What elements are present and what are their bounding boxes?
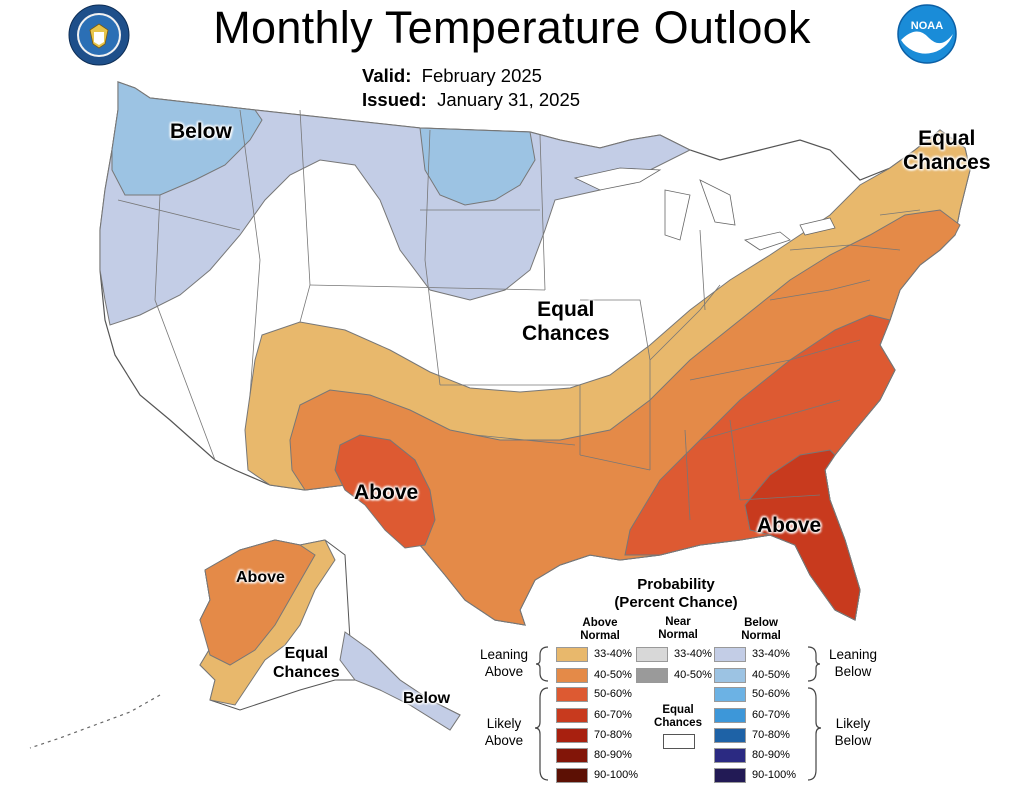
- legend-above-swatch-2: [556, 687, 588, 702]
- legend-leaning-below: Leaning Below: [822, 646, 884, 680]
- label-above-tx: Above: [354, 481, 419, 504]
- noaa-logo-icon: NOAA: [897, 4, 957, 64]
- legend-title-line2: (Percent Chance): [614, 594, 738, 611]
- label-above-se: Above: [757, 514, 822, 537]
- label-equal-center: Equal Chances: [522, 298, 610, 346]
- label-ak-equal-line2: Chances: [273, 664, 340, 681]
- legend-equal-line2: Chances: [654, 717, 702, 729]
- legend-leaning-above: Leaning Above: [475, 646, 533, 680]
- legend-below-swatch-3: [714, 708, 746, 723]
- legend-above-swatch-4: [556, 728, 588, 743]
- legend-col-near-line1: Near: [665, 616, 691, 628]
- legend-below-label-0: 33-40%: [752, 648, 790, 660]
- legend-leaning-above-line1: Leaning: [479, 647, 529, 662]
- legend-below-label-4: 70-80%: [752, 729, 790, 741]
- label-equal-ne-line2: Chances: [903, 151, 991, 174]
- label-ak-equal-line1: Equal: [284, 645, 329, 662]
- legend-col-near: Near Normal: [650, 616, 706, 642]
- label-equal-center-line1: Equal: [537, 298, 595, 321]
- legend-col-above-line2: Normal: [580, 630, 620, 642]
- legend-likely-above-line1: Likely: [486, 716, 522, 731]
- legend-below-label-1: 40-50%: [752, 669, 790, 681]
- valid-value: February 2025: [421, 65, 542, 86]
- label-equal-center-line2: Chances: [522, 322, 610, 345]
- legend-below-label-5: 80-90%: [752, 749, 790, 761]
- legend-below-swatch-1: [714, 668, 746, 683]
- label-ak-equal: Equal Chances: [273, 644, 340, 682]
- legend-col-below-line2: Normal: [741, 630, 781, 642]
- legend-above-label-5: 80-90%: [594, 749, 632, 761]
- legend-near-swatch-0: [636, 647, 668, 662]
- legend-likely-above: Likely Above: [477, 715, 531, 749]
- legend-above-label-4: 70-80%: [594, 729, 632, 741]
- legend-leaning-below-line2: Below: [834, 664, 872, 679]
- legend-above-label-6: 90-100%: [594, 769, 639, 781]
- label-ak-above: Above: [236, 569, 285, 586]
- legend-near-label-1: 40-50%: [674, 669, 712, 681]
- label-equal-ne-line1: Equal: [918, 127, 976, 150]
- commerce-seal-icon: [68, 4, 130, 66]
- issued-label: Issued:: [362, 89, 427, 110]
- legend-above-swatch-5: [556, 748, 588, 763]
- below-40-50-nw: [111, 81, 263, 196]
- above-60-70-se: [744, 449, 861, 621]
- legend-leaning-above-line2: Above: [484, 664, 524, 679]
- issued-value: January 31, 2025: [437, 89, 581, 110]
- legend-col-above: Above Normal: [572, 617, 628, 643]
- legend-equal-line1: Equal: [662, 704, 694, 716]
- legend-title: Probability (Percent Chance): [596, 576, 756, 612]
- legend-col-below-line1: Below: [744, 617, 778, 629]
- legend-below-swatch-0: [714, 647, 746, 662]
- label-ak-below: Below: [403, 690, 451, 707]
- legend-below-swatch-2: [714, 687, 746, 702]
- legend-below-label-6: 90-100%: [752, 769, 797, 781]
- great-lakes: [573, 167, 836, 251]
- legend-col-above-line1: Above: [582, 617, 618, 629]
- legend-likely-below-line2: Below: [834, 733, 872, 748]
- legend-below-swatch-4: [714, 728, 746, 743]
- below-40-50-plains: [419, 127, 536, 206]
- noaa-logo-text: NOAA: [911, 20, 943, 32]
- legend-below-label-3: 60-70%: [752, 709, 790, 721]
- legend-above-label-1: 40-50%: [594, 669, 632, 681]
- state-boundaries: [117, 109, 921, 521]
- legend-likely-below: Likely Below: [824, 715, 882, 749]
- legend-above-label-0: 33-40%: [594, 648, 632, 660]
- legend-likely-above-line2: Above: [484, 733, 524, 748]
- legend-below-label-2: 50-60%: [752, 688, 790, 700]
- alaska-below-region: [339, 631, 461, 731]
- legend-below-swatch-5: [714, 748, 746, 763]
- legend-below-swatch-6: [714, 768, 746, 783]
- page-title: Monthly Temperature Outlook: [213, 2, 811, 53]
- above-50-60-tx: [334, 434, 436, 549]
- valid-label: Valid:: [362, 65, 412, 86]
- legend-near-label-0: 33-40%: [674, 648, 712, 660]
- issue-info: Valid: February 2025 Issued: January 31,…: [362, 64, 580, 112]
- legend-likely-below-line1: Likely: [835, 716, 871, 731]
- alaska-above-40-50: [199, 539, 316, 666]
- legend-col-near-line2: Normal: [658, 629, 698, 641]
- legend-above-swatch-1: [556, 668, 588, 683]
- legend-above-swatch-6: [556, 768, 588, 783]
- legend-near-swatch-1: [636, 668, 668, 683]
- legend-above-swatch-3: [556, 708, 588, 723]
- legend-above-label-2: 50-60%: [594, 688, 632, 700]
- legend-equal-swatch: [663, 734, 695, 749]
- legend-leaning-below-line1: Leaning: [828, 647, 878, 662]
- aleutian-islands: [29, 694, 161, 749]
- legend-above-swatch-0: [556, 647, 588, 662]
- legend-col-below: Below Normal: [733, 617, 789, 643]
- label-below-nw: Below: [170, 120, 232, 143]
- label-equal-ne: Equal Chances: [903, 127, 991, 175]
- legend-equal-label: Equal Chances: [646, 704, 710, 730]
- legend-title-line1: Probability: [637, 576, 715, 593]
- legend-above-label-3: 60-70%: [594, 709, 632, 721]
